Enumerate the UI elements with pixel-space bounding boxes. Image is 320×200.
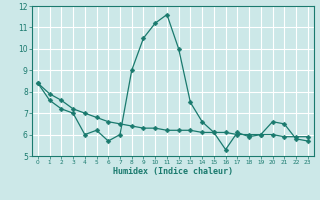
X-axis label: Humidex (Indice chaleur): Humidex (Indice chaleur) [113,167,233,176]
